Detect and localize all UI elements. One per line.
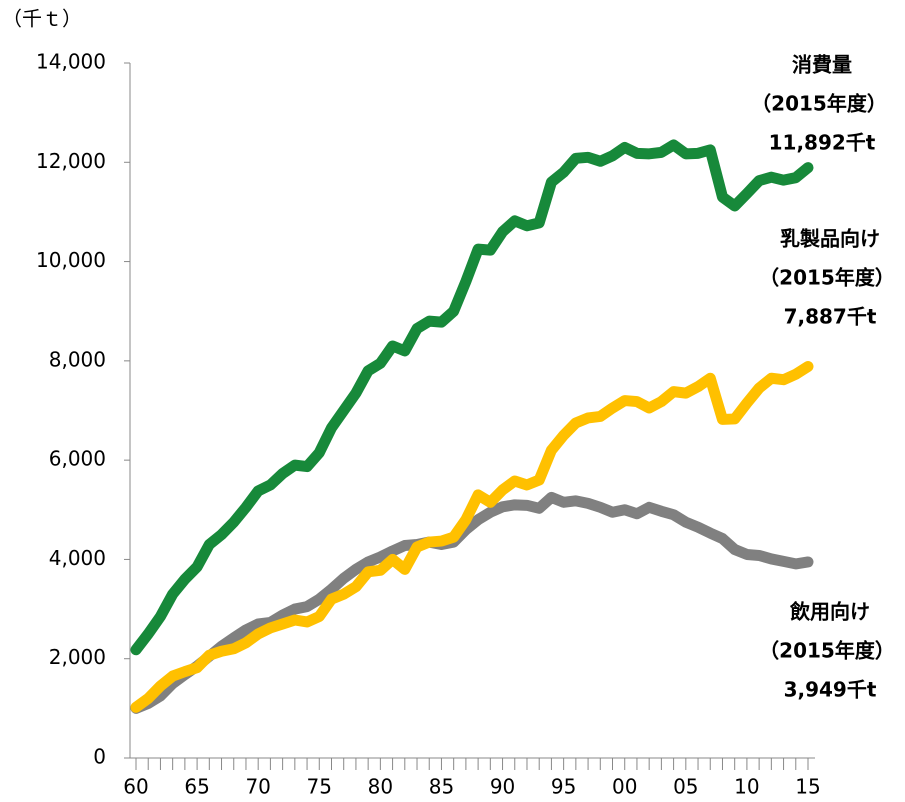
series-line xyxy=(130,360,814,713)
x-tick-label: 90 xyxy=(490,775,515,799)
x-tick-label: 75 xyxy=(307,775,332,799)
x-tick-label: 00 xyxy=(612,775,637,799)
series-label: 飲用向け xyxy=(789,600,870,624)
series-label: 消費量 xyxy=(792,53,852,77)
x-tick-label: 15 xyxy=(795,775,820,799)
y-tick-label: 2,000 xyxy=(49,645,106,669)
x-tick-label: 80 xyxy=(368,775,393,799)
series-annotation: （2015年度） xyxy=(751,92,887,116)
series-annotation: 3,949千t xyxy=(784,678,877,702)
y-tick-label: 6,000 xyxy=(49,447,106,471)
series-label: 乳製品向け xyxy=(780,227,880,251)
x-tick-label: 60 xyxy=(123,775,148,799)
series-annotation: 7,887千t xyxy=(784,305,877,329)
y-axis-unit: （千ｔ） xyxy=(2,7,82,31)
x-tick-label: 85 xyxy=(429,775,454,799)
y-tick-label: 14,000 xyxy=(36,50,106,74)
x-tick-label: 95 xyxy=(551,775,576,799)
x-tick-label: 10 xyxy=(734,775,759,799)
series-line xyxy=(130,139,814,656)
y-tick-label: 0 xyxy=(93,745,106,769)
series-annotation: （2015年度） xyxy=(759,639,895,663)
series-annotation: （2015年度） xyxy=(759,266,895,290)
y-tick-label: 12,000 xyxy=(36,149,106,173)
y-tick-label: 8,000 xyxy=(49,347,106,371)
y-tick-label: 10,000 xyxy=(36,248,106,272)
x-tick-label: 70 xyxy=(245,775,270,799)
y-tick-label: 4,000 xyxy=(49,546,106,570)
x-tick-label: 65 xyxy=(184,775,209,799)
x-tick-label: 05 xyxy=(673,775,698,799)
series-annotation: 11,892千t xyxy=(769,131,876,155)
series-line xyxy=(130,491,814,714)
